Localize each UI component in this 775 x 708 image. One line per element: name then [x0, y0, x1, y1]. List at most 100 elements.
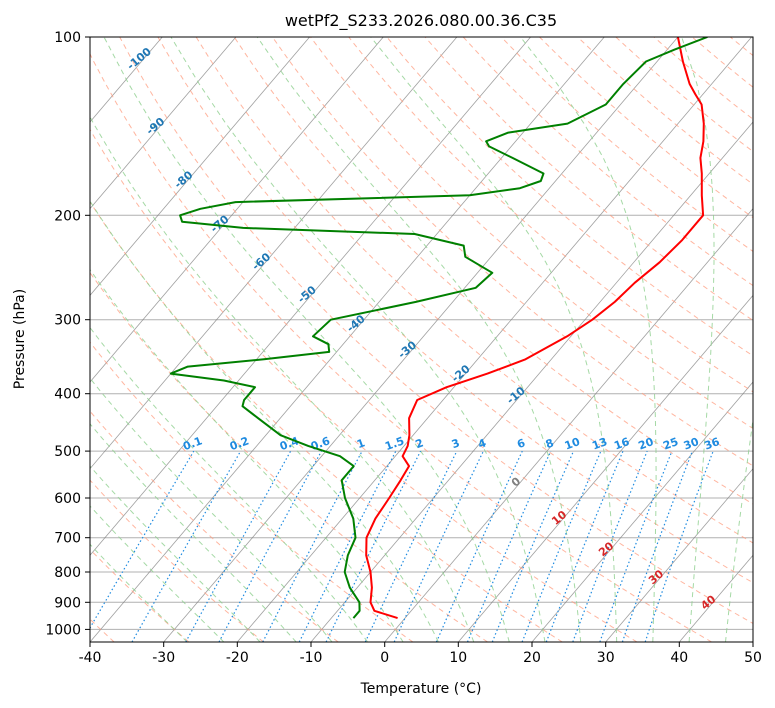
chart-title: wetPf2_S233.2026.080.00.36.C35	[285, 11, 557, 31]
mixing-ratio-label: 20	[637, 435, 656, 453]
y-tick-label: 600	[54, 491, 81, 507]
mixing-ratio-line	[325, 450, 422, 642]
moist-adiabat-line	[90, 505, 225, 642]
isotherm-line	[384, 208, 753, 642]
mixing-ratio-line	[545, 450, 624, 642]
x-tick-label: -20	[226, 650, 249, 666]
moist-adiabat-line	[90, 423, 297, 642]
isotherm-label: 40	[698, 592, 718, 612]
dry-adiabat-line	[195, 37, 753, 544]
mixing-ratio-label: 8	[544, 436, 556, 451]
moist-adiabats	[90, 37, 775, 642]
x-tick-label: 0	[380, 650, 389, 666]
isotherm-line	[531, 381, 753, 642]
isotherm-line	[90, 37, 237, 210]
dry-adiabat-line	[233, 37, 753, 505]
dry-adiabat-line	[768, 37, 775, 642]
y-tick-label: 500	[54, 444, 81, 460]
x-tick-label: 30	[597, 650, 615, 666]
isotherm-grid	[90, 37, 753, 642]
moist-adiabat-line	[520, 37, 657, 642]
y-tick-label: 900	[54, 595, 81, 611]
dry-adiabat-line	[90, 52, 712, 642]
mixing-ratio-label: 1.5	[383, 434, 406, 453]
dry-adiabat-line	[90, 341, 414, 642]
adiabat-labels: 0.1 0.2 0.4 0.6 1 1.5 2 3 4 6 8 10 13 16 20 25 30 36-100-…	[124, 45, 721, 613]
isotherm-label: 30	[646, 567, 666, 587]
isotherm-label: -60	[250, 250, 274, 273]
mixing-ratio-lines	[90, 450, 714, 642]
moist-adiabat-line	[681, 37, 715, 642]
moist-adiabat-line	[762, 37, 775, 642]
mixing-ratio-label: 30	[682, 435, 701, 453]
y-axis-label: Pressure (hPa)	[12, 289, 28, 389]
mixing-ratio-label: 13	[590, 435, 609, 452]
isotherm-label: -90	[144, 115, 168, 138]
isotherm-line	[90, 37, 384, 383]
dry-adiabat-line	[424, 37, 753, 322]
dry-adiabat-line	[653, 37, 753, 120]
moist-adiabat-line	[90, 268, 404, 642]
y-tick-label: 800	[54, 565, 81, 581]
isotherm-line	[90, 37, 605, 642]
mixing-ratio-line	[218, 450, 323, 642]
isotherm-label: -50	[295, 283, 319, 306]
dry-adiabat-line	[157, 37, 753, 584]
mixing-ratio-label: 36	[703, 435, 722, 453]
dry-adiabat-line	[90, 548, 190, 642]
dry-adiabat-line	[310, 37, 753, 430]
isotherm-line	[678, 554, 753, 642]
isotherm-label: -80	[172, 168, 196, 191]
x-axis-ticks: -40 -30 -20 -10 0 10 20 30 40 50	[79, 642, 762, 666]
x-tick-label: -10	[300, 650, 323, 666]
mixing-ratio-line	[262, 450, 363, 642]
isotherm-label: -100	[124, 45, 154, 73]
mixing-ratio-line	[185, 450, 292, 642]
moist-adiabat-line	[90, 200, 439, 642]
x-tick-label: -30	[152, 650, 175, 666]
moist-adiabat-line	[90, 465, 261, 642]
dry-adiabats	[90, 37, 775, 642]
y-tick-label: 200	[54, 208, 81, 224]
isotherm-line	[605, 468, 753, 642]
mixing-ratio-line	[90, 450, 195, 630]
dry-adiabat-line	[539, 37, 753, 219]
moist-adiabat-line	[256, 37, 582, 642]
mixing-ratio-label: 2	[414, 436, 426, 451]
isotherm-label: -10	[504, 384, 528, 407]
mixing-ratio-line	[599, 450, 673, 642]
mixing-ratio-line	[621, 450, 693, 642]
isotherm-label: 10	[549, 508, 569, 528]
dry-adiabat-line	[271, 37, 753, 467]
dry-adiabat-line	[90, 271, 488, 642]
isotherm-line	[90, 37, 531, 556]
mixing-ratio-label: 6	[515, 436, 527, 451]
moist-adiabat-line	[103, 37, 510, 642]
mixing-ratio-line	[572, 450, 648, 642]
mixing-ratio-label: 4	[476, 436, 488, 451]
isotherm-line	[236, 37, 752, 642]
moist-adiabat-line	[725, 416, 753, 642]
dry-adiabat-line	[90, 201, 563, 642]
dry-adiabat-line	[90, 479, 264, 642]
dewpoint-series	[169, 37, 708, 619]
mixing-ratio-line	[393, 450, 484, 642]
temperature-series	[365, 37, 705, 620]
mixing-ratio-label: 1	[355, 436, 367, 451]
mixing-ratio-label: 0.4	[278, 434, 301, 453]
moist-adiabat-line	[90, 115, 475, 642]
isotherm-line	[90, 37, 458, 470]
mixing-ratio-label: 0.2	[228, 434, 251, 453]
mixing-ratio-line	[435, 450, 523, 642]
isotherm-line	[457, 294, 753, 642]
x-tick-label: 20	[523, 650, 541, 666]
dry-adiabat-line	[90, 128, 638, 642]
dry-adiabat-line	[386, 37, 753, 357]
x-axis-label: Temperature (°C)	[360, 681, 482, 697]
x-tick-label: 10	[449, 650, 467, 666]
mixing-ratio-line	[364, 450, 458, 642]
mixing-ratio-label: 10	[563, 435, 582, 453]
isotherm-label: 0	[509, 474, 523, 489]
mixing-ratio-label: 3	[450, 436, 462, 451]
